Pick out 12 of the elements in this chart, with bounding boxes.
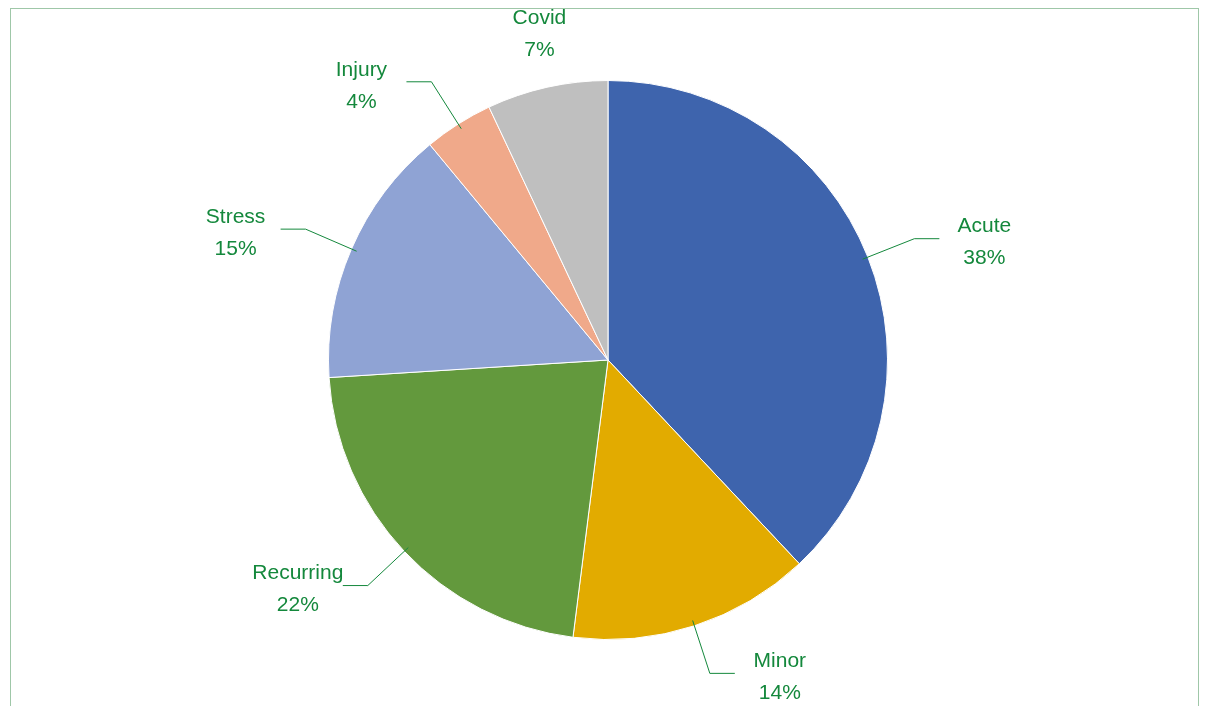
data-label: 38% bbox=[963, 245, 1006, 269]
slice-label: Injury bbox=[335, 56, 388, 80]
data-label: 15% bbox=[214, 235, 257, 259]
data-label: 7% bbox=[524, 36, 555, 60]
slice-label: Minor bbox=[753, 648, 807, 672]
slice-label: Acute bbox=[957, 213, 1012, 237]
slice-label: Covid bbox=[512, 4, 567, 28]
slice-label: Stress bbox=[205, 203, 266, 227]
slice-label: Recurring bbox=[252, 560, 344, 584]
data-label: 14% bbox=[758, 680, 801, 704]
data-label: 22% bbox=[276, 592, 319, 616]
data-label: 4% bbox=[346, 88, 377, 112]
